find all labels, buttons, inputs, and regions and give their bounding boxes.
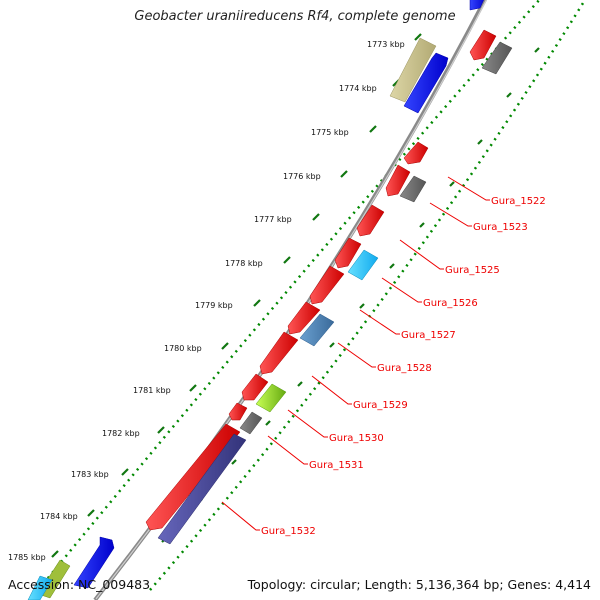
label-gura-1522: Gura_1522 — [491, 196, 546, 207]
kbp-label-1785: 1785 kbp — [8, 553, 46, 562]
cds-forward-1774[interactable] — [403, 52, 449, 114]
kbp-labels: 1773 kbp 1774 kbp 1775 kbp 1776 kbp 1777… — [8, 40, 405, 562]
gene-gura-1522[interactable] — [403, 141, 429, 165]
gene-labels: Gura_1522 Gura_1523 Gura_1525 Gura_1526 … — [261, 196, 546, 537]
kbp-label-1780: 1780 kbp — [164, 344, 202, 353]
label-gura-1525: Gura_1525 — [445, 265, 500, 276]
gene-gura-1531-grey[interactable] — [239, 411, 263, 435]
label-gura-1532: Gura_1532 — [261, 526, 316, 537]
feature-grey-top[interactable] — [481, 41, 513, 75]
cds-forward-top[interactable] — [469, 0, 486, 11]
label-gura-1523: Gura_1523 — [473, 222, 528, 233]
cds-reverse-top-red[interactable] — [469, 29, 497, 61]
cds-forward-bottom[interactable] — [73, 536, 115, 589]
gene-gura-1532-navy[interactable] — [157, 433, 247, 545]
kbp-label-1783: 1783 kbp — [71, 470, 109, 479]
leader-lines — [221, 176, 490, 531]
label-gura-1529: Gura_1529 — [353, 400, 408, 411]
genome-summary-text: Topology: circular; Length: 5,136,364 bp… — [247, 577, 591, 592]
label-gura-1531: Gura_1531 — [309, 460, 364, 471]
gene-gura-1525[interactable] — [356, 204, 385, 237]
outer-dotted-scale — [29, 0, 541, 600]
feature-khaki[interactable] — [389, 37, 437, 103]
gene-gura-1526-red[interactable] — [334, 237, 362, 269]
accession-text: Accession: NC_009483 — [8, 577, 151, 592]
kbp-label-1777: 1777 kbp — [254, 215, 292, 224]
kbp-label-1782: 1782 kbp — [102, 429, 140, 438]
forward-track — [27, 0, 486, 600]
kbp-label-1775: 1775 kbp — [311, 128, 349, 137]
gene-gura-1530-lime[interactable] — [255, 383, 287, 413]
label-gura-1526: Gura_1526 — [423, 298, 478, 309]
kbp-label-1773: 1773 kbp — [367, 40, 405, 49]
gene-gura-1530-red[interactable] — [241, 373, 269, 401]
label-gura-1527: Gura_1527 — [401, 330, 456, 341]
label-gura-1530: Gura_1530 — [329, 433, 384, 444]
gene-gura-1523-red[interactable] — [385, 164, 411, 197]
gene-gura-1528-red[interactable] — [287, 301, 321, 335]
label-gura-1528: Gura_1528 — [377, 363, 432, 374]
gene-gura-1526-cyan[interactable] — [347, 249, 379, 281]
kbp-label-1778: 1778 kbp — [225, 259, 263, 268]
gene-gura-1523-grey[interactable] — [399, 175, 427, 203]
gene-gura-1529[interactable] — [259, 331, 299, 375]
kbp-label-1784: 1784 kbp — [40, 512, 78, 521]
gene-gura-1528-steel[interactable] — [299, 313, 335, 347]
reverse-track — [145, 29, 513, 545]
map-title: Geobacter uraniireducens Rf4, complete g… — [134, 9, 456, 24]
feature-cyan-bottom[interactable] — [27, 575, 53, 600]
gene-gura-1531-red[interactable] — [228, 402, 248, 421]
kbp-label-1774: 1774 kbp — [339, 84, 377, 93]
gene-gura-1532-red[interactable] — [145, 423, 241, 531]
kbp-label-1779: 1779 kbp — [195, 301, 233, 310]
gene-gura-1527[interactable] — [309, 265, 345, 305]
kbp-label-1781: 1781 kbp — [133, 386, 171, 395]
kbp-label-1776: 1776 kbp — [283, 172, 321, 181]
